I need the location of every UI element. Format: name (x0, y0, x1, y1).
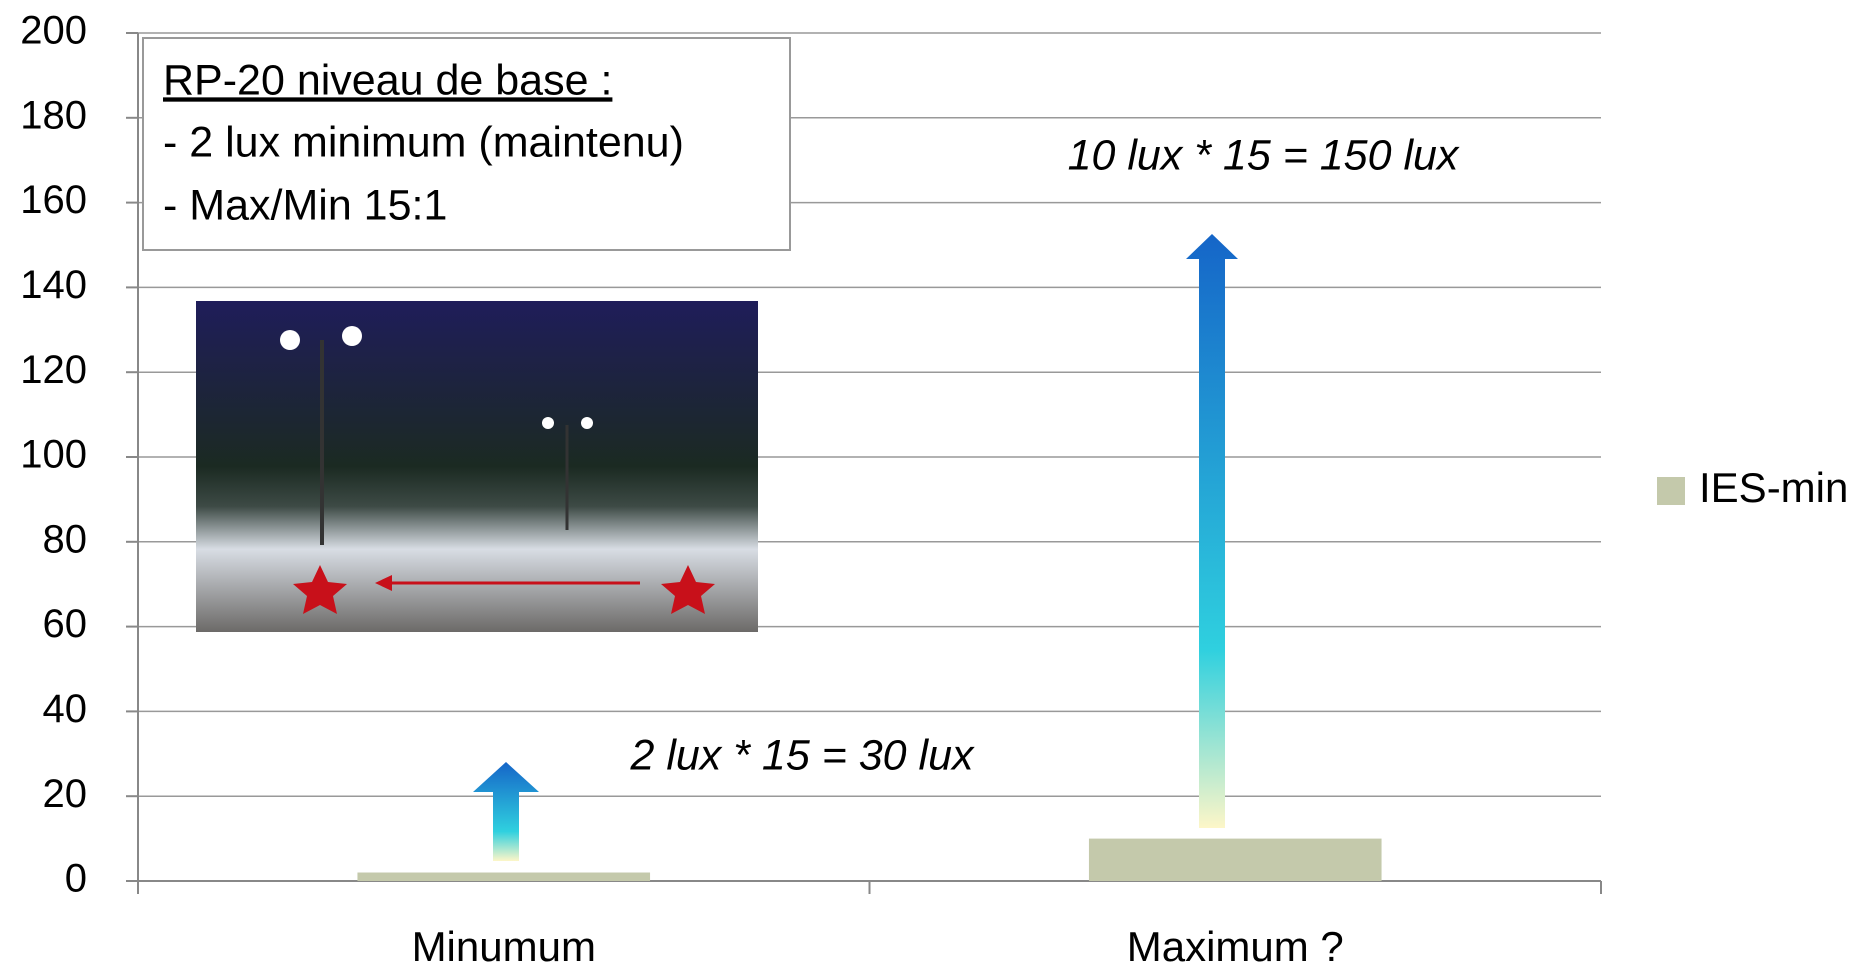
y-tick-label: 0 (65, 857, 87, 901)
y-tick-label: 120 (20, 348, 87, 392)
chart: RP-20 niveau de base : - 2 lux minimum (… (0, 0, 1863, 970)
y-tick-label: 160 (20, 178, 87, 222)
text-box-line: - Max/Min 15:1 (163, 181, 447, 229)
y-tick-label: 60 (43, 602, 88, 646)
text-box-title: RP-20 niveau de base : (163, 56, 612, 104)
legend-label: IES-min (1699, 464, 1848, 511)
y-tick-label: 180 (20, 93, 87, 137)
y-tick-label: 80 (43, 517, 88, 561)
text-box-line: - 2 lux minimum (maintenu) (163, 118, 684, 166)
arrow (1186, 234, 1238, 828)
x-tick-label: Maximum ? (1127, 923, 1344, 970)
bar (1089, 839, 1382, 881)
arrow (473, 762, 539, 861)
y-tick-label: 200 (20, 9, 87, 53)
y-tick-label: 40 (43, 687, 88, 731)
legend-swatch (1657, 477, 1685, 505)
annotation: 10 lux * 15 = 150 lux (1068, 131, 1460, 179)
annotation: 2 lux * 15 = 30 lux (629, 731, 975, 779)
y-tick-label: 100 (20, 433, 87, 477)
bar (357, 873, 650, 881)
y-tick-label: 20 (43, 772, 88, 816)
photo (196, 301, 758, 632)
x-tick-label: Minumum (412, 923, 596, 970)
y-tick-label: 140 (20, 263, 87, 307)
